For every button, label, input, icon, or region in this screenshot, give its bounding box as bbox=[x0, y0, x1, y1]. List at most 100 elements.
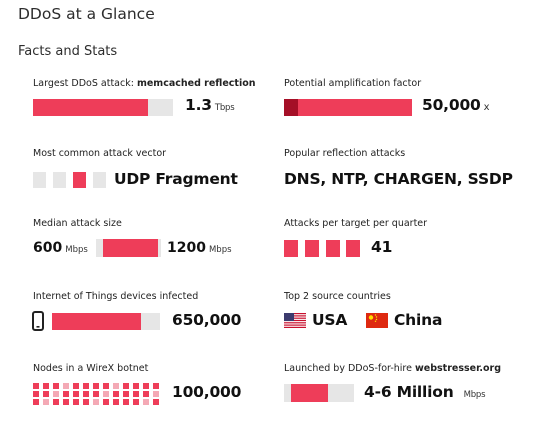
wirex-botnet-value: 100,000 bbox=[172, 383, 241, 401]
webstresser-bar bbox=[284, 384, 354, 402]
target-square bbox=[305, 240, 319, 257]
botnet-node-dot bbox=[83, 399, 89, 405]
botnet-node-dot bbox=[133, 383, 139, 389]
median-size-min-group: 600 Mbps bbox=[33, 240, 88, 256]
vector-square-highlighted bbox=[73, 172, 86, 188]
vector-square bbox=[93, 172, 106, 188]
botnet-node-dot bbox=[133, 391, 139, 397]
webstresser-value-group: 4-6 Million Mbps bbox=[364, 383, 485, 401]
largest-attack-bar bbox=[33, 99, 173, 116]
median-size-max-group: 1200 Mbps bbox=[167, 240, 232, 256]
iot-devices-label: Internet of Things devices infected bbox=[33, 291, 198, 302]
botnet-node-dot bbox=[93, 383, 99, 389]
botnet-node-dot bbox=[103, 383, 109, 389]
median-size-max-value: 1200 bbox=[167, 240, 206, 256]
botnet-node-dot bbox=[133, 399, 139, 405]
botnet-node-dot bbox=[153, 391, 159, 397]
attacks-per-target-value: 41 bbox=[371, 238, 392, 256]
botnet-node-dot bbox=[83, 383, 89, 389]
botnet-node-dot bbox=[113, 399, 119, 405]
vector-square bbox=[33, 172, 46, 188]
botnet-node-dot bbox=[113, 391, 119, 397]
reflection-attacks-label: Popular reflection attacks bbox=[284, 148, 405, 159]
wirex-botnet-dots bbox=[33, 383, 163, 405]
botnet-node-dot bbox=[113, 383, 119, 389]
webstresser-label: Launched by DDoS-for-hire webstresser.or… bbox=[284, 363, 501, 374]
botnet-node-dot bbox=[103, 399, 109, 405]
median-size-min-value: 600 bbox=[33, 240, 62, 256]
amplification-value-group: 50,000 x bbox=[422, 96, 489, 114]
botnet-node-dot bbox=[123, 399, 129, 405]
botnet-node-dot bbox=[33, 383, 39, 389]
usa-flag-icon bbox=[284, 313, 306, 328]
amplification-unit: x bbox=[484, 102, 490, 113]
attacks-per-target-label: Attacks per target per quarter bbox=[284, 218, 427, 229]
botnet-node-dot bbox=[53, 383, 59, 389]
botnet-node-dot bbox=[43, 391, 49, 397]
largest-attack-value: 1.3 bbox=[185, 96, 212, 114]
botnet-node-dot bbox=[73, 399, 79, 405]
amplification-bar-fill bbox=[298, 99, 412, 116]
largest-attack-unit: Tbps bbox=[215, 103, 235, 113]
median-size-min-unit: Mbps bbox=[65, 245, 88, 255]
iot-devices-bar-fill bbox=[52, 313, 141, 330]
country-2-name: China bbox=[394, 311, 442, 329]
attacks-per-target-squares bbox=[284, 240, 364, 257]
median-size-max-unit: Mbps bbox=[209, 245, 232, 255]
wirex-botnet-label: Nodes in a WireX botnet bbox=[33, 363, 148, 374]
reflection-attacks-value: DNS, NTP, CHARGEN, SSDP bbox=[284, 170, 513, 188]
target-square bbox=[326, 240, 340, 257]
amplification-value: 50,000 bbox=[422, 96, 481, 114]
attack-vector-squares bbox=[33, 172, 108, 188]
largest-attack-value-group: 1.3 Tbps bbox=[185, 96, 234, 114]
attack-vector-value: UDP Fragment bbox=[114, 170, 238, 188]
iot-devices-bar bbox=[52, 313, 160, 330]
section-title: Facts and Stats bbox=[18, 44, 117, 59]
botnet-node-dot bbox=[103, 391, 109, 397]
webstresser-value: 4-6 Million bbox=[364, 383, 454, 401]
amplification-label: Potential amplification factor bbox=[284, 78, 421, 89]
median-size-label: Median attack size bbox=[33, 218, 122, 229]
target-square bbox=[346, 240, 360, 257]
botnet-node-dot bbox=[73, 391, 79, 397]
botnet-node-dot bbox=[83, 391, 89, 397]
median-size-bar bbox=[96, 239, 161, 257]
botnet-node-dot bbox=[53, 399, 59, 405]
botnet-node-dot bbox=[63, 391, 69, 397]
botnet-node-dot bbox=[153, 399, 159, 405]
botnet-node-dot bbox=[43, 383, 49, 389]
botnet-node-dot bbox=[43, 399, 49, 405]
webstresser-site: webstresser.org bbox=[415, 363, 501, 374]
largest-attack-method: memcached reflection bbox=[137, 78, 256, 89]
phone-icon bbox=[32, 311, 44, 331]
botnet-node-dot bbox=[93, 399, 99, 405]
webstresser-bar-fill bbox=[291, 384, 328, 402]
botnet-node-dot bbox=[33, 391, 39, 397]
largest-attack-label: Largest DDoS attack: memcached reflectio… bbox=[33, 78, 256, 89]
source-countries-label: Top 2 source countries bbox=[284, 291, 391, 302]
attack-vector-label: Most common attack vector bbox=[33, 148, 166, 159]
amplification-bar bbox=[284, 99, 412, 116]
botnet-node-dot bbox=[143, 383, 149, 389]
amplification-bar-base bbox=[284, 99, 298, 116]
webstresser-unit: Mbps bbox=[464, 390, 486, 400]
china-flag-icon bbox=[366, 313, 388, 328]
country-1-name: USA bbox=[312, 311, 347, 329]
botnet-node-dot bbox=[123, 383, 129, 389]
botnet-node-dot bbox=[123, 391, 129, 397]
largest-attack-bar-fill bbox=[33, 99, 148, 116]
botnet-node-dot bbox=[63, 383, 69, 389]
botnet-node-dot bbox=[63, 399, 69, 405]
botnet-node-dot bbox=[143, 399, 149, 405]
botnet-node-dot bbox=[143, 391, 149, 397]
botnet-node-dot bbox=[153, 383, 159, 389]
median-size-bar-fill bbox=[103, 239, 158, 257]
botnet-node-dot bbox=[73, 383, 79, 389]
vector-square bbox=[53, 172, 66, 188]
botnet-node-dot bbox=[53, 391, 59, 397]
iot-devices-value: 650,000 bbox=[172, 311, 241, 329]
target-square bbox=[284, 240, 298, 257]
page-title: DDoS at a Glance bbox=[18, 5, 155, 23]
botnet-node-dot bbox=[93, 391, 99, 397]
botnet-node-dot bbox=[33, 399, 39, 405]
